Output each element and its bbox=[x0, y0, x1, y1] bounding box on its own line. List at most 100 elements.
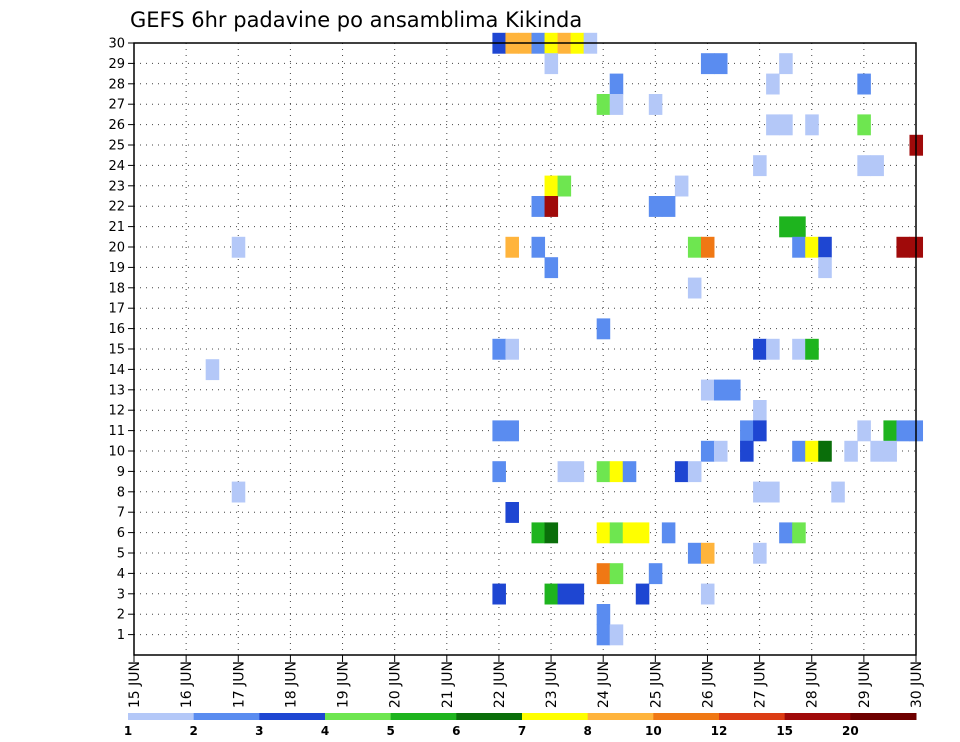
precip-cell bbox=[505, 502, 519, 523]
y-tick-label: 25 bbox=[108, 139, 125, 154]
precip-cell bbox=[492, 461, 506, 483]
y-tick-label: 9 bbox=[117, 465, 125, 480]
y-tick-label: 6 bbox=[117, 526, 125, 541]
precip-cell bbox=[779, 114, 793, 136]
precip-cell bbox=[596, 318, 611, 340]
y-tick-label: 22 bbox=[108, 200, 125, 215]
precip-cell bbox=[753, 542, 767, 564]
y-tick-label: 18 bbox=[108, 281, 125, 296]
precip-cell bbox=[570, 461, 585, 483]
precip-cell bbox=[792, 522, 806, 544]
legend-label: 6 bbox=[452, 724, 460, 738]
legend-swatch bbox=[653, 713, 720, 720]
chart-title: GEFS 6hr padavine po ansamblima Kikinda bbox=[130, 8, 582, 32]
precip-cell bbox=[648, 94, 663, 115]
precip-cell bbox=[531, 236, 546, 258]
legend-swatch bbox=[325, 713, 392, 720]
x-axis: 15 JUN 16 JUN 17 JUN 18 JUN 19 JUN 20 JUN 21 J… bbox=[127, 655, 925, 708]
precip-cell bbox=[531, 196, 546, 217]
y-tick-label: 4 bbox=[117, 567, 125, 582]
precip-cell bbox=[609, 522, 624, 544]
precip-cell bbox=[596, 461, 611, 483]
y-tick-label: 5 bbox=[117, 547, 125, 562]
x-tick-label: 23 JUN bbox=[544, 661, 560, 708]
precip-cell bbox=[687, 277, 702, 299]
precip-cell bbox=[231, 236, 246, 258]
precip-cell bbox=[883, 420, 897, 442]
precip-cell bbox=[505, 420, 519, 442]
legend-label: 7 bbox=[518, 724, 526, 738]
precip-cell bbox=[687, 236, 702, 258]
precip-cell bbox=[596, 624, 611, 646]
precip-cell bbox=[779, 53, 793, 75]
precip-cell bbox=[609, 624, 624, 646]
precip-cell bbox=[740, 420, 754, 442]
y-axis: 1234567891011121314151617181920212223242… bbox=[108, 37, 134, 643]
precip-cell bbox=[544, 196, 559, 217]
y-tick-label: 17 bbox=[108, 302, 125, 317]
x-tick-label: 26 JUN bbox=[700, 661, 716, 708]
precip-cell bbox=[857, 114, 871, 136]
legend-label: 2 bbox=[189, 724, 197, 738]
precip-cell bbox=[753, 155, 767, 177]
precip-cell bbox=[622, 522, 637, 544]
y-tick-label: 20 bbox=[108, 241, 125, 256]
precip-cell bbox=[609, 461, 624, 483]
precip-cell bbox=[544, 522, 559, 544]
precip-cell bbox=[609, 73, 624, 95]
x-tick-label: 22 JUN bbox=[492, 661, 508, 708]
precip-cell bbox=[870, 155, 884, 177]
precip-cell bbox=[700, 53, 715, 75]
y-tick-label: 14 bbox=[108, 363, 125, 378]
precip-cell bbox=[596, 522, 611, 544]
x-tick-label: 28 JUN bbox=[805, 661, 821, 708]
legend-label: 15 bbox=[776, 724, 793, 738]
precip-cell bbox=[700, 583, 715, 605]
x-tick-label: 27 JUN bbox=[753, 661, 769, 708]
precip-cell bbox=[231, 481, 246, 503]
precip-cell bbox=[570, 583, 585, 605]
legend-swatch bbox=[784, 713, 851, 720]
precip-cell bbox=[857, 73, 871, 95]
precip-cell bbox=[505, 236, 519, 258]
legend-colorbar: 1 2 3 4 5 6 7 8 10 12 15 20 bbox=[124, 713, 917, 738]
precip-cell bbox=[609, 94, 624, 115]
legend-swatch bbox=[522, 713, 589, 720]
precip-cell bbox=[818, 440, 832, 462]
precip-cell bbox=[792, 236, 806, 258]
precip-cell bbox=[779, 216, 793, 238]
legend-swatch bbox=[719, 713, 786, 720]
precip-cell bbox=[805, 114, 819, 136]
legend-label: 4 bbox=[321, 724, 329, 738]
x-tick-label: 16 JUN bbox=[179, 661, 195, 708]
x-tick-label: 15 JUN bbox=[127, 661, 143, 708]
y-tick-label: 30 bbox=[108, 37, 125, 52]
precip-cell bbox=[648, 196, 663, 217]
precip-cell bbox=[674, 175, 689, 197]
legend-label: 20 bbox=[842, 724, 859, 738]
precip-cell bbox=[205, 359, 220, 381]
precip-cell bbox=[753, 420, 767, 442]
precip-cell bbox=[766, 338, 780, 360]
precip-cell bbox=[557, 175, 572, 197]
precip-cell bbox=[544, 175, 559, 197]
y-tick-label: 3 bbox=[117, 587, 125, 602]
precip-cell bbox=[492, 338, 506, 360]
legend-label: 8 bbox=[583, 724, 591, 738]
precip-cell bbox=[505, 338, 519, 360]
precip-cell bbox=[753, 400, 767, 421]
y-tick-label: 26 bbox=[108, 118, 125, 133]
precip-cell bbox=[687, 542, 702, 564]
y-tick-label: 1 bbox=[117, 628, 125, 643]
y-tick-label: 28 bbox=[108, 77, 125, 92]
x-tick-label: 24 JUN bbox=[596, 661, 612, 708]
precip-cell bbox=[700, 236, 715, 258]
precip-cell bbox=[609, 563, 624, 585]
precip-cell bbox=[700, 440, 715, 462]
precip-cell bbox=[805, 440, 819, 462]
legend-swatch bbox=[128, 713, 195, 720]
precip-cell bbox=[766, 73, 780, 95]
precip-cell bbox=[492, 583, 506, 605]
precip-cell bbox=[831, 481, 845, 503]
precip-cell bbox=[792, 440, 806, 462]
